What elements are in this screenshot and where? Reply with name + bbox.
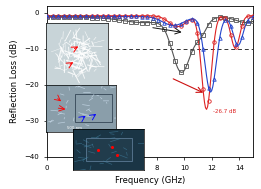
Text: -26.7 dB: -26.7 dB	[213, 109, 236, 114]
Y-axis label: Reflection Loss (dB): Reflection Loss (dB)	[10, 40, 19, 123]
Text: 500 nm: 500 nm	[67, 126, 82, 130]
Bar	[86, 138, 132, 161]
Bar	[75, 94, 112, 122]
Point	[115, 154, 119, 157]
X-axis label: Frequency (GHz): Frequency (GHz)	[115, 176, 185, 185]
Point	[96, 149, 100, 152]
Point	[110, 146, 114, 149]
